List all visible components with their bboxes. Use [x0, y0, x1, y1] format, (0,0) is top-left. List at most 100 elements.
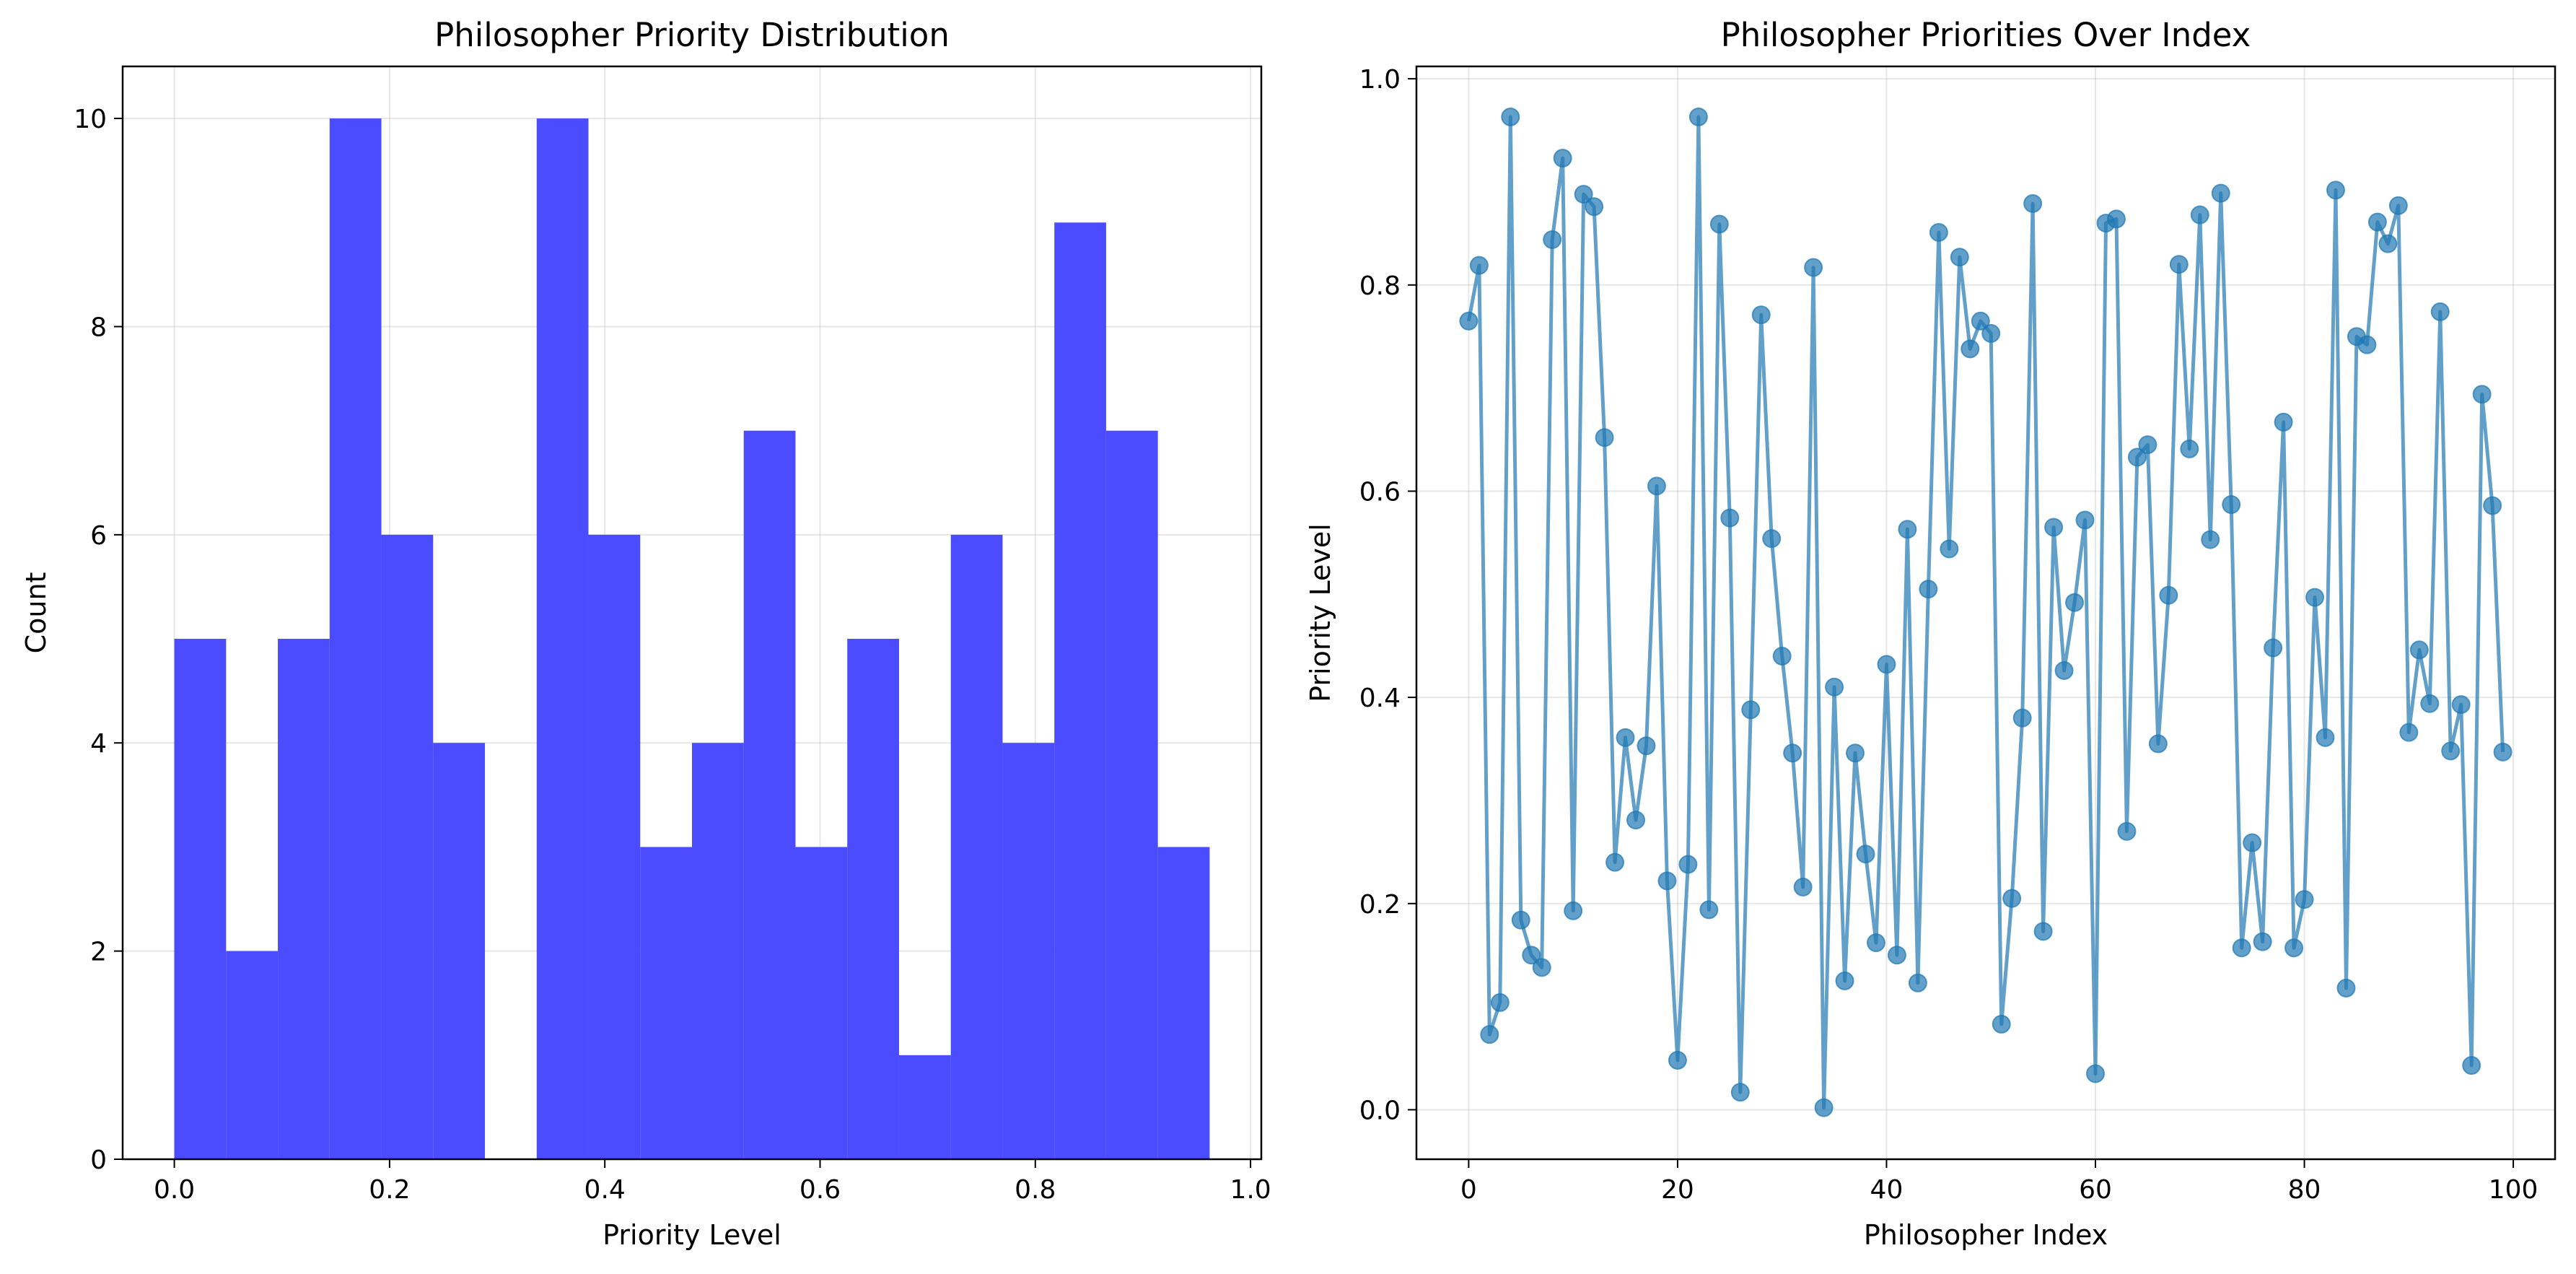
priority-point [2054, 660, 2074, 680]
priority-point [1605, 852, 1625, 872]
line-y-axis-label: Priority Level [1305, 523, 1336, 702]
priority-point [2378, 234, 2398, 253]
priority-point [1950, 248, 1969, 267]
priority-point [1668, 1050, 1687, 1070]
histogram-x-tick-label: 0.4 [584, 1175, 626, 1205]
line-title: Philosopher Priorities Over Index [1721, 16, 2251, 54]
histogram-y-tick-label: 2 [90, 938, 107, 967]
priority-point [1866, 933, 1885, 953]
histogram-y-tick-label: 4 [90, 729, 107, 759]
histogram-y-tick-label: 10 [74, 105, 107, 134]
priority-point [1814, 1098, 1834, 1117]
priority-point [2336, 978, 2356, 998]
priority-point [2222, 495, 2241, 515]
histogram-title: Philosopher Priority Distribution [434, 16, 950, 54]
priority-point [2284, 938, 2304, 958]
priority-point [1480, 1025, 1499, 1044]
priority-point [1793, 877, 1813, 896]
priority-point [2420, 694, 2440, 713]
priority-point [2264, 638, 2283, 658]
priority-point [1730, 1083, 1750, 1102]
priority-point [1825, 677, 1844, 697]
histogram-bar [278, 639, 330, 1159]
histogram-bar [588, 534, 641, 1159]
histogram-bar [1157, 847, 1210, 1159]
priority-point [1992, 1014, 2011, 1034]
histogram-bar [381, 534, 434, 1159]
priority-point [1678, 855, 1698, 874]
priority-point [1469, 256, 1489, 275]
line-x-tick-label: 100 [2489, 1175, 2538, 1205]
priority-point [1887, 946, 1906, 965]
priority-point [1741, 700, 1761, 720]
line-x-tick-label: 20 [1661, 1175, 1694, 1205]
priority-point [1898, 520, 1917, 539]
priority-point [1511, 910, 1530, 930]
line-y-ticks: 0.0 0.2 0.4 0.6 0.8 1.0 [1359, 65, 1416, 1125]
histogram-bar [536, 118, 589, 1160]
priority-point [2044, 518, 2064, 537]
priority-point [2367, 212, 2387, 232]
priority-point [2023, 193, 2043, 213]
priority-point [1522, 946, 1541, 965]
priority-point [2493, 742, 2513, 762]
histogram-bar [795, 847, 848, 1159]
histogram-x-tick-label: 0.2 [369, 1175, 410, 1205]
priority-point [1532, 958, 1551, 977]
priority-point [1929, 222, 1948, 242]
priority-point [2253, 932, 2272, 951]
priority-point [1908, 973, 1927, 992]
histogram-x-tick-label: 0.0 [154, 1175, 195, 1205]
histogram-bar [174, 639, 227, 1159]
histogram-bar [640, 847, 692, 1159]
histogram-bar [329, 118, 382, 1160]
histogram-x-tick-label: 1.0 [1230, 1175, 1271, 1205]
histogram-axes-frame [121, 65, 1263, 1161]
line-panel: 0 20 40 60 80 100 0.0 0.2 0.4 0.6 0.8 1.0 Philosop… [1305, 16, 2557, 1251]
line-grid [1416, 66, 2555, 1159]
priority-point [2211, 183, 2230, 203]
priority-point [1783, 743, 1802, 763]
priority-point [2430, 302, 2450, 321]
priority-point [1877, 655, 1896, 674]
priority-point [1720, 508, 1740, 528]
line-x-tick-label: 40 [1870, 1175, 1903, 1205]
priority-point [2295, 890, 2314, 909]
histogram-bar [433, 743, 486, 1159]
priority-point [2117, 821, 2137, 841]
priority-point [2388, 196, 2408, 215]
priority-point [2357, 335, 2377, 354]
priority-point [2472, 385, 2492, 404]
priority-point [2033, 922, 2053, 941]
histogram-y-tick-label: 8 [90, 313, 107, 342]
priority-point [2075, 510, 2095, 530]
priority-point [2409, 640, 2429, 660]
priority-point [1543, 230, 1562, 249]
histogram-bar [847, 639, 899, 1159]
priority-point [2399, 723, 2419, 742]
histogram-panel: 0.0 0.2 0.4 0.6 0.8 1.0 0 2 4 6 8 10 Philosopher P… [20, 16, 1271, 1251]
priority-point [2305, 588, 2325, 607]
priority-point [1657, 871, 1677, 891]
histogram-bar [1105, 430, 1158, 1159]
priority-point [2232, 938, 2251, 958]
priority-point [1459, 311, 1478, 331]
histogram-x-tick-label: 0.6 [799, 1175, 841, 1205]
priority-point [1772, 646, 1792, 666]
line-y-tick-label: 1.0 [1359, 65, 1401, 95]
priority-point [2190, 205, 2209, 224]
priority-point [1835, 971, 1854, 990]
priority-point [2106, 209, 2126, 229]
priority-point [2462, 1056, 2481, 1076]
priority-point [1919, 580, 1938, 599]
priority-point [1981, 323, 2001, 343]
priority-point [1940, 539, 1959, 559]
priority-point [1961, 339, 1980, 359]
priority-point [1804, 258, 1823, 277]
histogram-x-ticks: 0.0 0.2 0.4 0.6 0.8 1.0 [154, 1159, 1271, 1205]
priority-point [2243, 833, 2262, 852]
histogram-bar [950, 534, 1003, 1159]
priority-point [1585, 197, 1604, 217]
priority-point [2483, 496, 2502, 515]
